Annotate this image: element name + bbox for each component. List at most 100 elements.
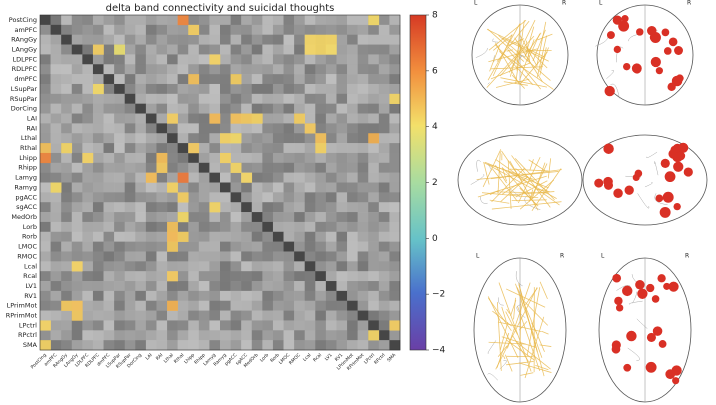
heatmap-cell bbox=[368, 15, 380, 26]
background-cell bbox=[325, 192, 337, 203]
background-cell bbox=[304, 251, 316, 262]
y-tick-label: Lamyg bbox=[15, 174, 37, 182]
background-cell bbox=[230, 34, 242, 45]
brain-node bbox=[674, 46, 683, 55]
background-cell bbox=[347, 310, 358, 321]
background-cell bbox=[325, 93, 337, 104]
background-cell bbox=[40, 251, 51, 262]
background-cell bbox=[325, 221, 337, 233]
background-cell bbox=[40, 64, 51, 75]
background-cell bbox=[124, 133, 136, 144]
background-cell bbox=[198, 330, 210, 341]
background-cell bbox=[92, 241, 104, 252]
background-cell bbox=[103, 281, 115, 292]
background-cell bbox=[272, 64, 284, 75]
background-cell bbox=[135, 123, 147, 134]
background-cell bbox=[230, 310, 242, 321]
brain-sulcus bbox=[491, 38, 499, 43]
background-cell bbox=[124, 310, 136, 321]
connection-edge bbox=[516, 287, 545, 352]
background-cell bbox=[177, 74, 189, 85]
background-cell bbox=[114, 261, 126, 272]
background-cell bbox=[230, 182, 242, 193]
background-cell bbox=[251, 15, 263, 26]
background-cell bbox=[336, 24, 348, 36]
background-cell bbox=[114, 24, 126, 36]
heatmap-cell bbox=[92, 44, 104, 55]
background-cell bbox=[220, 330, 231, 341]
background-cell bbox=[315, 271, 327, 282]
background-cell bbox=[347, 24, 358, 36]
background-cell bbox=[272, 261, 284, 272]
background-cell bbox=[114, 15, 126, 26]
background-cell bbox=[61, 152, 73, 164]
background-cell bbox=[124, 152, 136, 164]
background-cell bbox=[251, 192, 263, 203]
connection-edge bbox=[510, 300, 517, 316]
background-cell bbox=[124, 261, 136, 272]
background-cell bbox=[347, 192, 358, 203]
background-cell bbox=[156, 83, 168, 95]
background-cell bbox=[230, 221, 242, 233]
background-cell bbox=[304, 221, 316, 233]
background-cell bbox=[220, 162, 231, 173]
background-cell bbox=[357, 281, 369, 292]
background-cell bbox=[357, 202, 369, 213]
brain-node bbox=[658, 340, 667, 348]
background-cell bbox=[347, 113, 358, 124]
background-cell bbox=[92, 192, 104, 203]
background-cell bbox=[336, 93, 348, 104]
background-cell bbox=[220, 74, 231, 85]
heatmap-cell bbox=[156, 162, 168, 173]
x-tick-label: LAI bbox=[144, 352, 153, 361]
background-cell bbox=[114, 281, 126, 292]
background-cell bbox=[378, 340, 390, 351]
background-cell bbox=[103, 152, 115, 164]
background-cell bbox=[103, 133, 115, 144]
background-cell bbox=[92, 162, 104, 173]
background-cell bbox=[167, 152, 178, 164]
y-tick-label: Lorb bbox=[23, 223, 37, 231]
background-cell bbox=[82, 221, 94, 233]
background-cell bbox=[198, 152, 210, 164]
background-cell bbox=[198, 15, 210, 26]
background-cell bbox=[209, 34, 221, 45]
background-cell bbox=[167, 103, 178, 114]
background-cell bbox=[220, 172, 231, 183]
background-cell bbox=[82, 320, 94, 331]
background-cell bbox=[315, 24, 327, 36]
background-cell bbox=[272, 340, 284, 351]
background-cell bbox=[378, 93, 390, 104]
background-cell bbox=[378, 15, 390, 26]
background-cell bbox=[336, 212, 348, 223]
background-cell bbox=[156, 64, 168, 75]
background-cell bbox=[82, 133, 94, 144]
background-cell bbox=[336, 152, 348, 164]
colorbar bbox=[409, 14, 427, 351]
background-cell bbox=[230, 241, 242, 252]
background-cell bbox=[135, 54, 147, 65]
background-cell bbox=[315, 93, 327, 104]
background-cell bbox=[336, 103, 348, 114]
background-cell bbox=[378, 182, 390, 193]
background-cell bbox=[251, 54, 263, 65]
background-cell bbox=[304, 15, 316, 26]
brain-sulcus bbox=[636, 318, 648, 329]
background-cell bbox=[50, 221, 62, 233]
background-cell bbox=[114, 310, 126, 321]
x-tick-label: Rorb bbox=[269, 352, 281, 364]
background-cell bbox=[50, 330, 62, 341]
background-cell bbox=[378, 133, 390, 144]
background-cell bbox=[336, 192, 348, 203]
background-cell bbox=[92, 133, 104, 144]
heatmap-cell bbox=[167, 300, 178, 311]
background-cell bbox=[262, 83, 274, 95]
background-cell bbox=[368, 162, 380, 173]
background-cell bbox=[220, 34, 231, 45]
background-cell bbox=[114, 271, 126, 282]
background-cell bbox=[378, 113, 390, 124]
background-cell bbox=[241, 281, 253, 292]
background-cell bbox=[336, 231, 348, 242]
background-cell bbox=[251, 74, 263, 85]
brain-node bbox=[631, 63, 642, 74]
